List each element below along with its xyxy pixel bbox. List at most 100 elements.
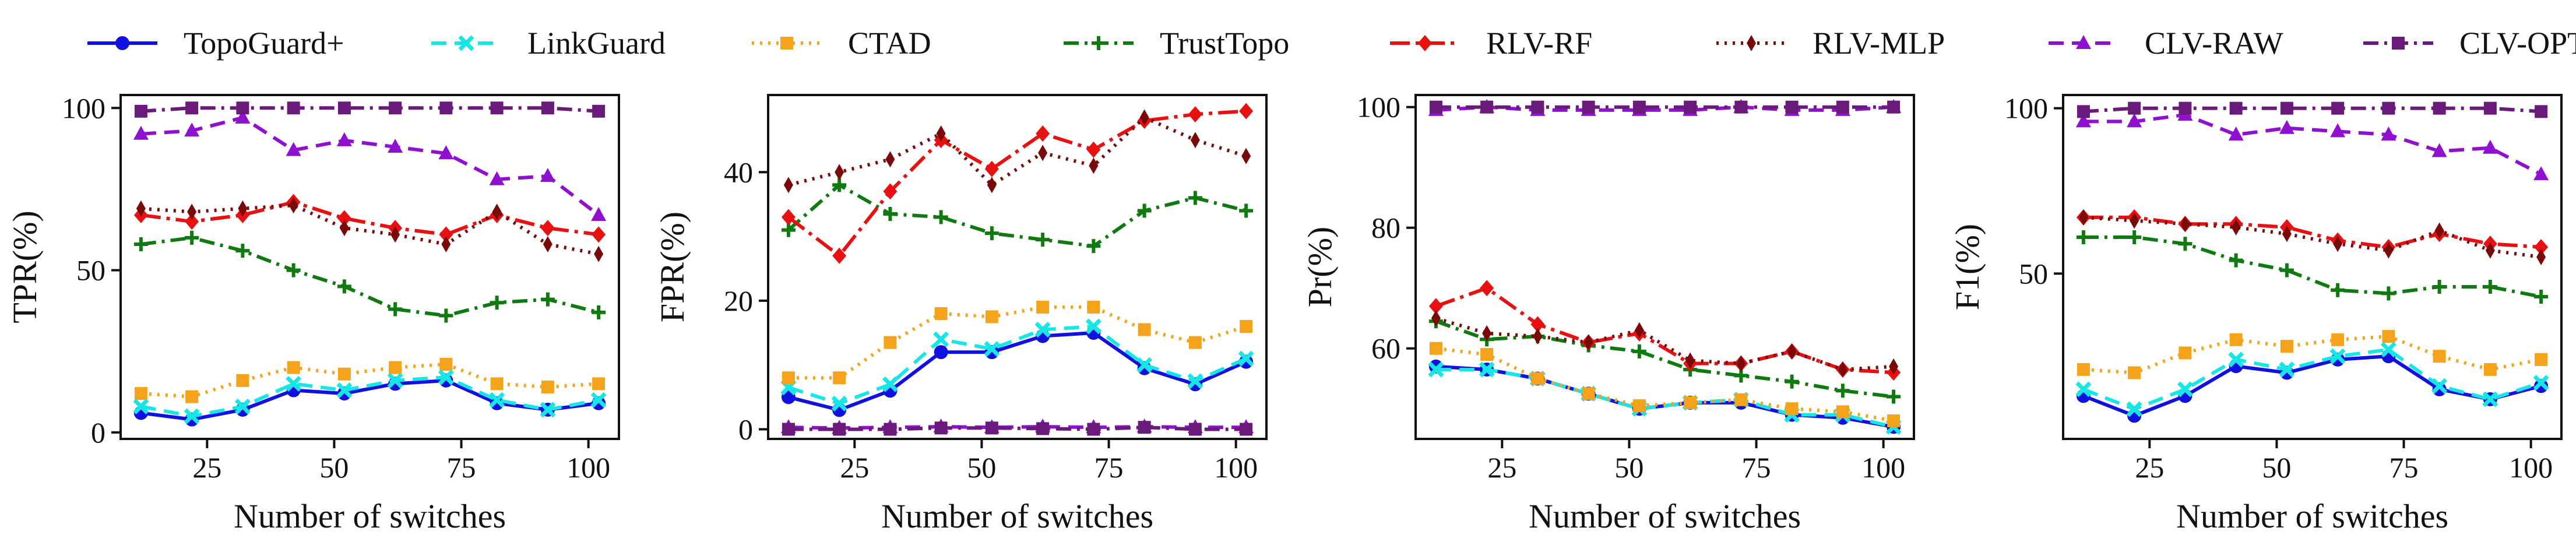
series-trusttopo [2076, 230, 2549, 304]
data-point [832, 178, 847, 192]
data-point [1531, 372, 1544, 385]
data-point [1684, 100, 1697, 114]
data-point [2279, 263, 2294, 277]
x-tick-label: 75 [1095, 451, 1124, 484]
x-tick-label: 25 [192, 451, 221, 484]
data-point [1480, 280, 1494, 297]
y-tick-label: 100 [2004, 92, 2048, 125]
series-linkguard [780, 318, 1254, 412]
y-tick-label: 80 [1371, 212, 1400, 244]
data-point [1138, 421, 1151, 434]
data-point [2077, 105, 2090, 118]
data-point [1887, 100, 1901, 114]
series-line-rlv-rf [2083, 215, 2542, 249]
series-clv-opt [134, 101, 606, 118]
series-group [1428, 99, 1902, 435]
data-point [1889, 358, 1899, 375]
series-clv-opt [1429, 100, 1901, 114]
panel-f1: 25 50 75 100 50 100 Number of switches F1(%) [1948, 92, 2563, 535]
legend-marker [1747, 35, 1756, 51]
data-point [1531, 100, 1544, 114]
data-point [1188, 106, 1202, 123]
data-point [884, 423, 897, 436]
x-tick-label: 75 [447, 451, 476, 484]
data-point [1632, 344, 1646, 358]
data-point [1087, 423, 1100, 436]
data-point [1136, 357, 1153, 373]
data-point [438, 369, 454, 385]
data-point [833, 371, 846, 385]
legend: TopoGuard+ LinkGuard CTAD TrustTopo RLV-RF RL… [87, 26, 2576, 61]
series-line-ctad [1435, 346, 1894, 423]
data-point [185, 213, 199, 230]
data-point [1734, 100, 1748, 114]
data-point [934, 421, 948, 435]
data-point [1835, 384, 1850, 398]
legend-marker [2076, 35, 2091, 49]
data-point [1583, 334, 1593, 351]
data-point [782, 423, 795, 436]
data-point [541, 101, 554, 115]
data-point [2482, 139, 2498, 154]
data-point [133, 237, 148, 252]
y-tick-label: 0 [91, 416, 105, 449]
data-point [1838, 361, 1847, 378]
series-line-linkguard [140, 375, 599, 419]
data-point [490, 296, 504, 310]
data-point [591, 206, 607, 221]
data-point [286, 375, 302, 392]
data-point [934, 307, 948, 320]
series-trusttopo [133, 230, 606, 323]
series-rlv-rf [2076, 209, 2549, 255]
data-point [1086, 141, 1101, 158]
y-tick-label: 100 [1357, 91, 1400, 124]
plot-frame [119, 94, 620, 440]
y-tick-label: 50 [2019, 257, 2048, 290]
legend-label: TrustTopo [1160, 26, 1289, 61]
data-point [1240, 320, 1253, 333]
data-point [2533, 166, 2549, 181]
data-point [185, 390, 199, 403]
series-ctad [782, 300, 1253, 385]
data-point [2076, 230, 2091, 244]
series-line-trusttopo [787, 183, 1247, 248]
data-point [2229, 333, 2243, 346]
data-point [594, 245, 604, 262]
data-point [2177, 381, 2193, 398]
panel-pr: 25 50 75 100 60 80 100 Number of switches Pr(%) [1301, 91, 1915, 535]
data-point [490, 396, 504, 410]
data-point [133, 125, 149, 140]
data-point [782, 371, 795, 385]
data-point [783, 177, 793, 194]
plot-frame [2062, 94, 2563, 440]
data-point [831, 395, 847, 412]
data-point [387, 372, 403, 389]
data-point [882, 376, 898, 392]
data-point [592, 104, 606, 118]
data-point [1836, 405, 1849, 419]
data-point [236, 374, 249, 387]
data-point [1241, 147, 1251, 164]
series-topoguard [781, 326, 1254, 417]
data-point [1239, 103, 1254, 119]
legend-marker [115, 36, 129, 50]
data-point [2482, 391, 2498, 407]
legend-item-linkguard: LinkGuard [431, 26, 666, 61]
y-axis-label: F1(%) [1948, 224, 1986, 310]
data-point [2433, 101, 2446, 115]
data-point [2483, 101, 2497, 115]
data-point [490, 377, 504, 391]
data-point [2282, 226, 2292, 242]
legend-marker [780, 37, 793, 50]
y-tick-label: 100 [62, 92, 105, 124]
data-point [337, 210, 351, 227]
series-line-topoguard [2082, 354, 2542, 418]
data-point [286, 142, 301, 156]
y-axis-label: FPR(%) [653, 212, 691, 322]
y-axis-label: Pr(%) [1301, 227, 1339, 308]
x-tick-label: 50 [319, 451, 349, 484]
data-point [1787, 343, 1797, 360]
series-topoguard [133, 373, 606, 427]
data-point [2075, 113, 2091, 128]
plot-frame [767, 94, 1268, 440]
